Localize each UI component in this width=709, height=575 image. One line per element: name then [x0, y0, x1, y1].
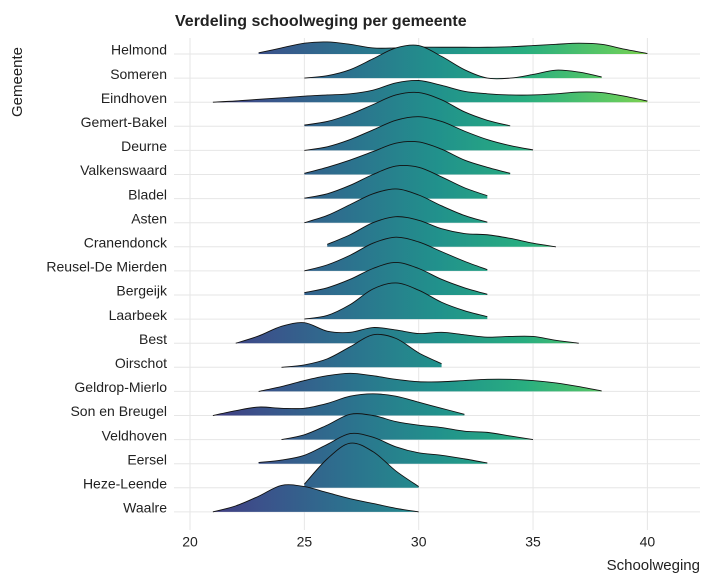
y-tick-label: Heze-Leende	[83, 476, 167, 492]
y-tick-label: Bladel	[128, 186, 167, 202]
y-tick-label: Eindhoven	[101, 90, 167, 106]
ridge-outline	[304, 442, 419, 487]
y-tick-label: Eersel	[127, 451, 167, 467]
ridge-fill	[304, 237, 488, 271]
y-axis-label: Gemeente	[9, 47, 26, 117]
ridge-fill	[304, 141, 511, 175]
x-axis-label: Schoolweging	[607, 557, 700, 574]
ridge-layer	[212, 41, 648, 513]
y-tick-label: Geldrop-Mierlo	[74, 379, 167, 395]
ridge-fill	[235, 322, 579, 344]
x-tick-label: 20	[182, 534, 198, 550]
ridge-outline	[281, 413, 534, 441]
ridge-outline	[304, 44, 602, 80]
x-tick-label: 25	[297, 534, 313, 550]
ridge-outline	[212, 484, 419, 513]
ridge-fill	[304, 92, 511, 127]
ridge-fill	[304, 116, 534, 151]
ridge-outline	[258, 41, 648, 54]
ridge-outline	[304, 141, 511, 174]
x-tick-label: 30	[411, 534, 427, 550]
ridge-outline	[212, 393, 465, 416]
ridge-outline	[304, 116, 534, 151]
y-tick-label: Veldhoven	[102, 427, 167, 443]
y-tick-label: Deurne	[121, 138, 167, 154]
chart-title: Verdeling schoolweging per gemeente	[175, 13, 467, 30]
ridge-outline	[304, 262, 488, 295]
y-tick-label: Best	[139, 331, 167, 347]
ridge-fill	[212, 484, 419, 512]
ridge-outline	[304, 164, 488, 199]
ridge-fill	[304, 188, 488, 223]
x-tick-label: 35	[525, 534, 541, 550]
y-tick-label: Someren	[110, 66, 167, 82]
y-tick-label: Bergeijk	[116, 283, 168, 299]
x-tick-label: 40	[640, 534, 656, 550]
y-tick-label: Laarbeek	[109, 307, 168, 323]
ridge-fill	[304, 45, 602, 79]
ridge-outline	[304, 91, 511, 127]
y-tick-label: Asten	[131, 210, 167, 226]
y-tick-label: Helmond	[111, 42, 167, 58]
ridge-outline	[281, 333, 442, 368]
ridge-fill	[304, 165, 488, 199]
ridge-outline	[258, 372, 602, 392]
ridge-outline	[258, 432, 488, 464]
y-tick-label: Oirschot	[115, 355, 167, 371]
ridge-outline	[304, 188, 488, 224]
y-tick-label: Waalre	[123, 500, 167, 516]
ridge-outline	[304, 282, 488, 320]
y-tick-label: Cranendonck	[84, 235, 168, 251]
ridge-fill	[281, 334, 442, 368]
ridge-fill	[304, 282, 488, 320]
y-tick-label: Gemert-Bakel	[81, 114, 167, 130]
ridge-outline	[235, 322, 579, 344]
ridge-fill	[212, 393, 465, 416]
ridge-fill	[281, 413, 534, 440]
ridge-outline	[327, 216, 556, 248]
ridge-fill	[258, 433, 488, 464]
ridge-outline	[304, 236, 488, 272]
ridge-outline	[212, 79, 648, 103]
y-tick-label: Valkenswaard	[80, 162, 167, 178]
y-tick-label: Reusel-De Mierden	[46, 259, 167, 275]
y-tick-label: Son en Breugel	[70, 403, 167, 419]
ridge-fill	[212, 80, 648, 103]
ridge-fill	[304, 262, 488, 295]
